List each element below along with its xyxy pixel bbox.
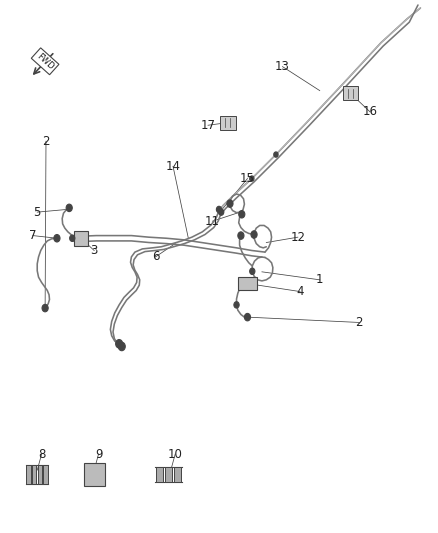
- Text: 2: 2: [355, 316, 363, 329]
- Text: 10: 10: [168, 448, 183, 461]
- Text: 5: 5: [34, 206, 41, 219]
- Bar: [165, 467, 172, 482]
- Text: 6: 6: [152, 251, 159, 263]
- Circle shape: [219, 209, 224, 215]
- Text: 15: 15: [240, 172, 255, 185]
- Circle shape: [118, 342, 125, 351]
- Circle shape: [251, 231, 257, 238]
- Text: 2: 2: [42, 135, 50, 148]
- FancyBboxPatch shape: [220, 116, 236, 130]
- Circle shape: [116, 340, 123, 348]
- Circle shape: [54, 235, 60, 242]
- Circle shape: [250, 268, 255, 274]
- Text: 14: 14: [166, 160, 180, 173]
- Circle shape: [250, 176, 254, 181]
- Circle shape: [227, 200, 233, 207]
- Bar: [174, 467, 181, 482]
- Text: 16: 16: [363, 106, 378, 118]
- Text: 1: 1: [316, 273, 324, 286]
- FancyBboxPatch shape: [84, 463, 105, 486]
- Text: 17: 17: [201, 119, 215, 132]
- Circle shape: [244, 313, 251, 321]
- FancyBboxPatch shape: [74, 230, 88, 246]
- Circle shape: [216, 206, 222, 213]
- Text: 9: 9: [95, 448, 102, 461]
- Bar: [156, 467, 163, 482]
- FancyBboxPatch shape: [238, 277, 257, 290]
- Circle shape: [70, 235, 75, 241]
- Text: 11: 11: [205, 215, 220, 228]
- Circle shape: [274, 152, 278, 157]
- Circle shape: [66, 204, 72, 212]
- Text: 13: 13: [275, 60, 290, 73]
- Text: 12: 12: [290, 231, 305, 244]
- FancyBboxPatch shape: [343, 86, 358, 100]
- Text: 7: 7: [29, 229, 37, 242]
- Text: 8: 8: [38, 448, 45, 461]
- Text: FWD: FWD: [35, 51, 56, 71]
- Bar: [32, 465, 36, 484]
- Circle shape: [239, 211, 245, 218]
- Text: 3: 3: [91, 244, 98, 257]
- Text: 4: 4: [296, 285, 304, 298]
- Circle shape: [238, 232, 244, 239]
- Circle shape: [234, 302, 239, 308]
- Bar: [43, 465, 48, 484]
- Circle shape: [42, 304, 48, 312]
- Bar: [38, 465, 42, 484]
- Bar: [26, 465, 31, 484]
